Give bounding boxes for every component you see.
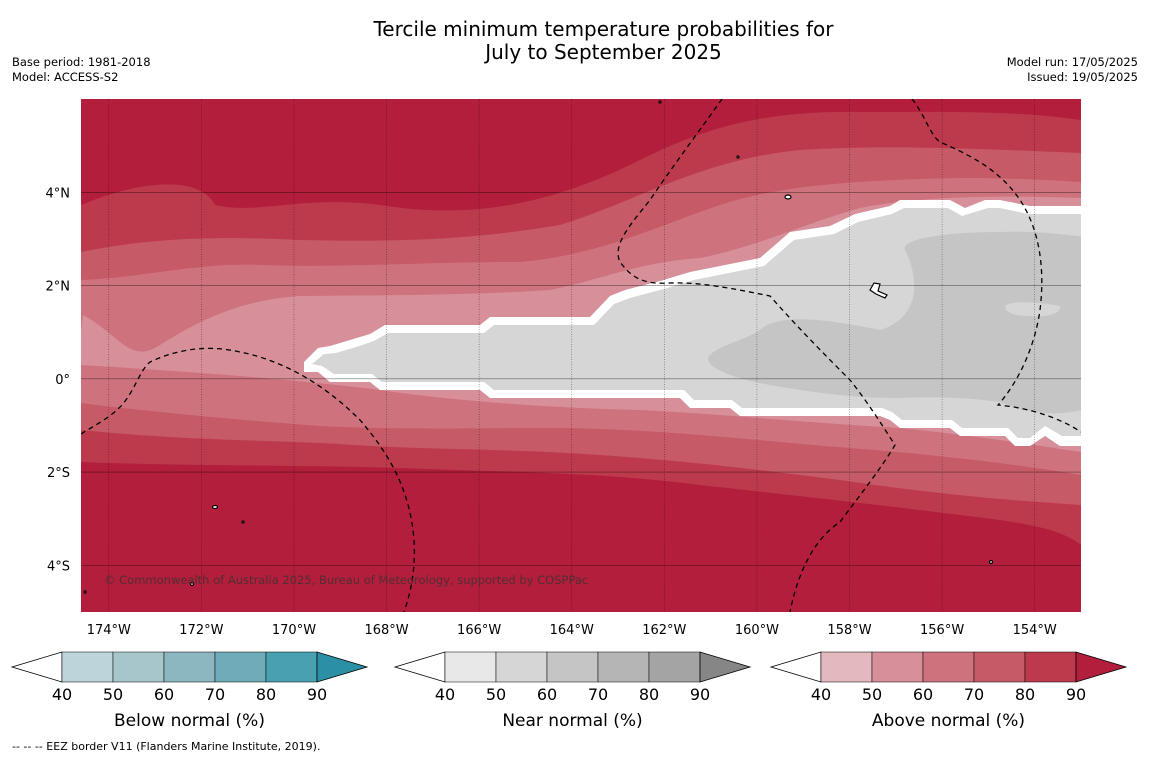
map-title-line-2: July to September 2025 [485, 40, 722, 64]
colorbar-tick-label: 50 [486, 685, 506, 704]
colorbar-max-extension [699, 651, 752, 683]
colorbar-tick-label: 50 [862, 685, 882, 704]
colorbar-segment [214, 651, 267, 683]
colorbar-tick-label: 90 [307, 685, 327, 704]
latitude-tick-label: 2°S [47, 466, 70, 481]
longitude-tick-label: 166°W [457, 623, 501, 638]
model-run-text: Model run: 17/05/2025 [1006, 55, 1138, 69]
island-icon [189, 581, 195, 587]
colorbar-label: Below normal (%) [114, 711, 265, 731]
longitude-tick-label: 156°W [920, 623, 964, 638]
eez-footnote: -- -- -- EEZ border V11 (Flanders Marine… [12, 740, 321, 753]
colorbar-segment [922, 651, 975, 683]
above-colorbar: 40 50 60 70 80 90 Above normal (%) [769, 651, 1128, 731]
colorbar-segment [444, 651, 497, 683]
eez-border-east [911, 99, 1081, 433]
colorbar-segment [265, 651, 318, 683]
island-icon [241, 520, 245, 524]
colorbar-min-extension [10, 651, 63, 683]
map-panel [81, 99, 1081, 612]
colorbar-segment [648, 651, 701, 683]
colorbar-segment [112, 651, 165, 683]
model-text: Model: ACCESS-S2 [12, 70, 119, 84]
colorbar-segment [546, 651, 599, 683]
near-normal-50-patch [1005, 302, 1061, 317]
near-colorbar: 40 50 60 70 80 90 Near normal (%) [393, 651, 752, 731]
longitude-tick-label: 162°W [642, 623, 686, 638]
colorbar-segment [820, 651, 873, 683]
longitude-tick-label: 170°W [272, 623, 316, 638]
latitude-tick-labels: 4°N 2°N 0° 2°S 4°S [46, 186, 71, 574]
longitude-tick-label: 160°W [735, 623, 779, 638]
colorbar-tick-label: 60 [154, 685, 174, 704]
islands [83, 100, 994, 594]
latitude-tick-label: 4°N [46, 186, 71, 201]
colorbar-segment [871, 651, 924, 683]
longitude-tick-label: 158°W [827, 623, 871, 638]
colorbar-segment [163, 651, 216, 683]
longitude-tick-label: 174°W [87, 623, 131, 638]
below-colorbar: 40 50 60 70 80 90 Below normal (%) [10, 651, 369, 731]
island-icon [658, 100, 662, 104]
colorbar-tick-label: 70 [964, 685, 984, 704]
map-title-line-1: Tercile minimum temperature probabilitie… [373, 17, 834, 41]
island-icon [869, 282, 888, 299]
colorbar-tick-label: 70 [588, 685, 608, 704]
colorbar-tick-label: 40 [811, 685, 831, 704]
near-normal-60-region [708, 231, 1081, 414]
run-info: Model run: 17/05/2025 Issued: 19/05/2025 [1007, 55, 1138, 85]
island-icon [211, 504, 219, 510]
latitude-tick-label: 2°N [46, 280, 71, 295]
colorbar-segment [61, 651, 114, 683]
island-icon [784, 194, 792, 200]
eez-borders [81, 99, 1081, 612]
colorbar-tick-label: 90 [1066, 685, 1086, 704]
eez-border-west [81, 347, 416, 612]
island-icon [83, 590, 87, 594]
colorbar-tick-label: 50 [103, 685, 123, 704]
colorbar-legends: 40 50 60 70 80 90 Below normal (%) 40 50 60 70 80 90… [10, 651, 1128, 731]
colorbar-tick-label: 80 [639, 685, 659, 704]
latitude-tick-label: 4°S [47, 559, 70, 574]
colorbar-segment [973, 651, 1026, 683]
colorbar-tick-label: 40 [435, 685, 455, 704]
colorbar-tick-label: 80 [256, 685, 276, 704]
colorbar-tick-label: 40 [52, 685, 72, 704]
longitude-tick-label: 172°W [179, 623, 223, 638]
colorbar-min-extension [393, 651, 446, 683]
colorbar-tick-label: 90 [690, 685, 710, 704]
base-info: Base period: 1981-2018 Model: ACCESS-S2 [12, 55, 151, 85]
colorbar-min-extension [769, 651, 822, 683]
latitude-tick-label: 0° [55, 373, 70, 388]
graticule [81, 99, 1081, 612]
colorbar-segment [597, 651, 650, 683]
map-title: Tercile minimum temperature probabilitie… [0, 18, 1150, 64]
longitude-tick-labels: 174°W 172°W 170°W 168°W 166°W 164°W 162°W 160°W… [87, 623, 1057, 638]
issued-text: Issued: 19/05/2025 [1027, 70, 1138, 84]
base-period-text: Base period: 1981-2018 [12, 55, 151, 69]
above-90-south-band [81, 462, 1081, 612]
colorbar-max-extension [316, 651, 369, 683]
colorbar-label: Near normal (%) [502, 711, 642, 731]
island-icon [988, 559, 994, 565]
colorbar-tick-label: 60 [913, 685, 933, 704]
island-icon [736, 155, 740, 159]
longitude-tick-label: 168°W [364, 623, 408, 638]
colorbar-label: Above normal (%) [872, 711, 1025, 731]
longitude-tick-label: 164°W [550, 623, 594, 638]
eez-border-central [617, 99, 896, 612]
colorbar-tick-label: 60 [537, 685, 557, 704]
colorbar-tick-label: 70 [205, 685, 225, 704]
colorbar-max-extension [1075, 651, 1128, 683]
longitude-tick-label: 154°W [1013, 623, 1057, 638]
colorbar-segment [1024, 651, 1077, 683]
copyright-text: © Commonwealth of Australia 2025, Bureau… [104, 573, 588, 587]
colorbar-segment [495, 651, 548, 683]
colorbar-tick-label: 80 [1015, 685, 1035, 704]
